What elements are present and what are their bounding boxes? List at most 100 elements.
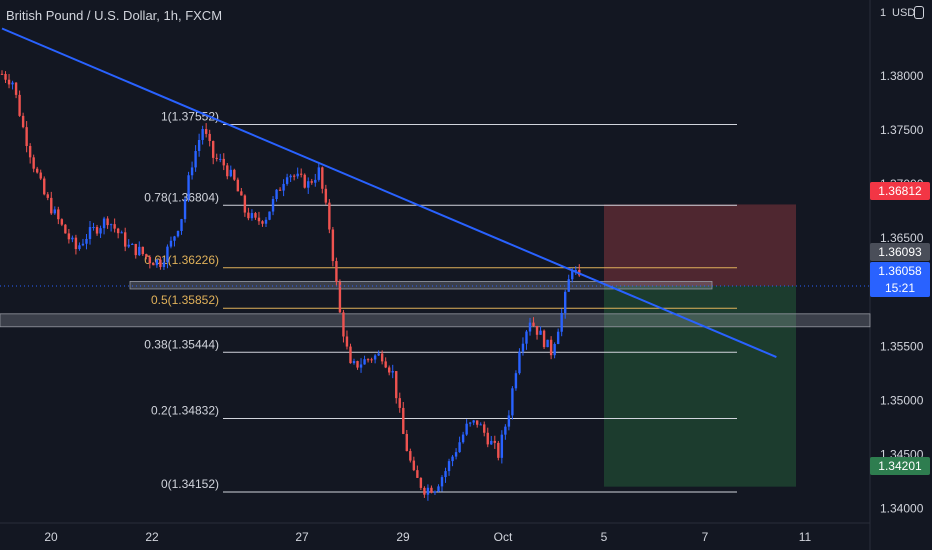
candle-body (472, 420, 475, 423)
candle-body (116, 228, 120, 234)
candle-body (507, 415, 511, 427)
candle-body (405, 433, 408, 452)
candle-body (416, 470, 419, 478)
candle-body (476, 420, 479, 425)
candle-body (511, 388, 514, 416)
candle-body (349, 346, 352, 364)
candle-body (95, 227, 99, 234)
candle-body (426, 487, 430, 495)
fib-level-label: 0.38(1.35444) (144, 337, 219, 351)
currency-label[interactable]: USD (892, 7, 916, 19)
time-axis-tick: Oct (494, 530, 513, 544)
candle-body (303, 174, 306, 188)
candle-body (321, 167, 324, 189)
candle-body (525, 331, 528, 344)
candle-body (180, 219, 183, 231)
candle-body (78, 245, 81, 250)
candle-body (546, 339, 549, 348)
candle-body (229, 169, 232, 177)
candle-body (173, 236, 176, 241)
candle-body (490, 440, 493, 445)
price-axis-tick: 1.35000 (880, 393, 924, 407)
support-resistance-band (0, 313, 871, 328)
candle-body (419, 477, 423, 488)
entry-price-label: 1.36093 (870, 243, 930, 261)
fib-level-label: 0.78(1.36804) (144, 190, 219, 204)
candle-body (159, 259, 162, 268)
candle-body (395, 371, 398, 399)
support-resistance-band (129, 281, 713, 290)
candle-body (208, 133, 211, 142)
candle-body (521, 343, 525, 352)
fib-level-label: 0.2(1.34832) (151, 403, 219, 417)
time-axis-tick: 11 (799, 530, 812, 544)
candle-body (359, 364, 363, 368)
candle-body (152, 263, 155, 266)
candle-body (74, 237, 78, 250)
candle-body (423, 487, 426, 495)
settings-icon[interactable] (914, 6, 924, 19)
candle-body (335, 261, 338, 282)
time-axis-tick: 27 (295, 530, 309, 544)
stop-price-label: 1.36812 (870, 182, 930, 200)
candle-body (138, 246, 141, 256)
candle-body (21, 115, 25, 128)
candle-body (328, 202, 331, 230)
candle-body (331, 229, 335, 262)
price-axis-tick: 1.35500 (880, 339, 924, 353)
candle-body (556, 331, 560, 344)
candle-body (574, 269, 577, 271)
candle-body (468, 422, 472, 424)
candle-body (398, 398, 401, 408)
candle-body (366, 359, 370, 361)
candle-body (257, 217, 261, 222)
candle-body (564, 291, 567, 314)
candle-body (377, 353, 380, 356)
candle-body (384, 361, 387, 368)
candle-body (204, 129, 208, 134)
candle-body (109, 224, 113, 226)
candle-body (402, 407, 405, 434)
candle-body (370, 359, 373, 361)
candle-body (120, 232, 123, 234)
candle-body (461, 434, 465, 443)
trendline (1, 27, 777, 358)
candle-body (166, 246, 169, 263)
candle-body (11, 82, 14, 85)
candle-body (113, 224, 116, 229)
candle-body (131, 243, 134, 245)
candle-body (64, 224, 67, 234)
fib-level-label: 0.61(1.36226) (144, 253, 219, 267)
candle-body (560, 313, 563, 332)
candle-body (268, 211, 271, 220)
candle-body (162, 262, 166, 268)
candle-body (60, 219, 64, 225)
candle-body (148, 257, 152, 264)
target-price-label: 1.34201 (870, 457, 930, 475)
candle-body (4, 74, 7, 80)
candle-body (493, 440, 496, 443)
candle-body (289, 175, 292, 178)
candle-body (254, 213, 257, 218)
candle-body (201, 129, 204, 140)
candle-body (497, 442, 500, 458)
fib-level-label: 0.5(1.35852) (151, 293, 219, 307)
candle-body (176, 230, 180, 237)
candle-body (145, 254, 148, 258)
candle-body (155, 259, 159, 266)
candle-body (518, 351, 521, 374)
candle-body (571, 269, 574, 280)
candle-body (50, 197, 53, 214)
take-profit-zone (604, 285, 796, 487)
candle-body (57, 209, 60, 220)
candle-body (0, 73, 4, 75)
candle-body (391, 371, 394, 373)
candle-body (197, 139, 201, 151)
candle-body (447, 461, 451, 472)
candle-body (36, 168, 39, 173)
price-axis-tick: 1.38000 (880, 69, 924, 83)
candle-body (430, 487, 433, 493)
candle-body (314, 179, 317, 183)
axis-scale-indicator[interactable]: 1 (880, 7, 887, 19)
